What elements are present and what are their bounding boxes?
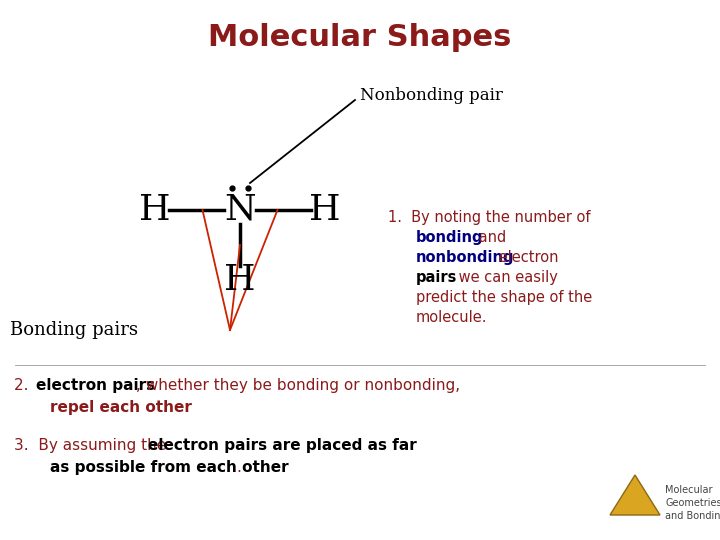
- Text: we can easily: we can easily: [454, 270, 558, 285]
- Text: .: .: [236, 460, 241, 475]
- Text: bonding: bonding: [416, 230, 484, 245]
- Text: 1.  By noting the number of: 1. By noting the number of: [388, 210, 590, 225]
- Text: 3.  By assuming the: 3. By assuming the: [14, 438, 171, 453]
- Text: as possible from each other: as possible from each other: [50, 460, 289, 475]
- Text: H: H: [224, 263, 256, 297]
- Text: and: and: [474, 230, 506, 245]
- Text: N: N: [224, 193, 256, 227]
- Text: Molecular Shapes: Molecular Shapes: [208, 24, 512, 52]
- Text: Nonbonding pair: Nonbonding pair: [360, 86, 503, 104]
- Text: H: H: [139, 193, 171, 227]
- Text: repel each other: repel each other: [50, 400, 192, 415]
- Text: molecule.: molecule.: [416, 310, 487, 325]
- Text: .: .: [162, 400, 167, 415]
- Text: predict the shape of the: predict the shape of the: [416, 290, 593, 305]
- Text: Molecular
Geometries
and Bonding: Molecular Geometries and Bonding: [665, 485, 720, 522]
- Text: Bonding pairs: Bonding pairs: [10, 321, 138, 339]
- Polygon shape: [610, 475, 660, 515]
- Text: electron: electron: [494, 250, 559, 265]
- Text: 2.: 2.: [14, 378, 33, 393]
- Text: nonbonding: nonbonding: [416, 250, 515, 265]
- Text: , whether they be bonding or nonbonding,: , whether they be bonding or nonbonding,: [136, 378, 460, 393]
- Text: electron pairs: electron pairs: [36, 378, 155, 393]
- Text: electron pairs are placed as far: electron pairs are placed as far: [148, 438, 417, 453]
- Text: pairs: pairs: [416, 270, 457, 285]
- Text: H: H: [310, 193, 341, 227]
